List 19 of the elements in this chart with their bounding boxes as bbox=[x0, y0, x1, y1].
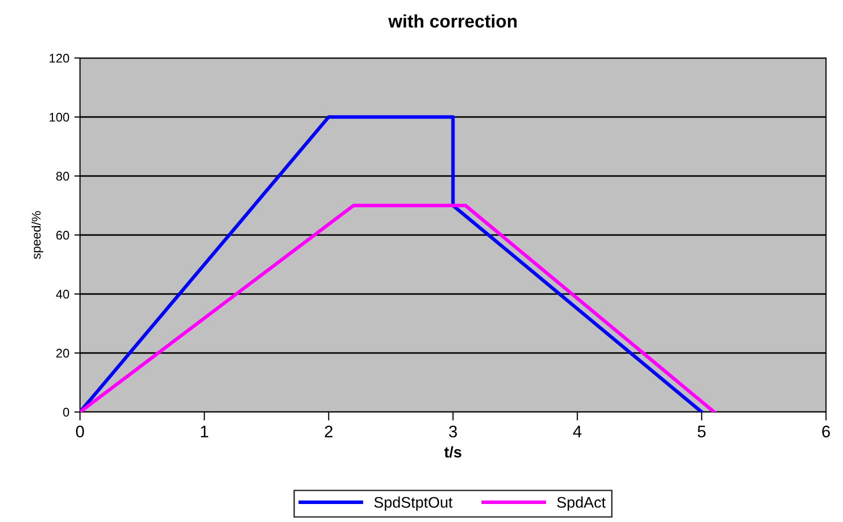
x-tick-label: 4 bbox=[573, 426, 582, 438]
y-tick-label: 120 bbox=[50, 54, 70, 63]
x-tick-label: 1 bbox=[200, 426, 208, 438]
x-tick-label: 5 bbox=[698, 426, 706, 438]
legend-label: SpdStptOut bbox=[374, 496, 452, 511]
chart-title: with correction bbox=[388, 14, 517, 28]
x-tick-label: 3 bbox=[449, 426, 457, 438]
x-tick-label: 0 bbox=[76, 426, 84, 438]
y-axis-title: speed/% bbox=[32, 211, 44, 259]
y-tick-label: 20 bbox=[56, 348, 70, 358]
y-tick-label: 80 bbox=[56, 172, 70, 181]
y-tick-label: 40 bbox=[56, 290, 70, 299]
x-axis-title: t/s bbox=[444, 446, 462, 458]
x-tick-label: 2 bbox=[324, 426, 332, 438]
y-tick-label: 100 bbox=[50, 112, 70, 122]
y-tick-label: 0 bbox=[63, 408, 70, 417]
x-tick-label: 6 bbox=[822, 426, 830, 438]
legend-label: SpdAct bbox=[557, 496, 606, 511]
y-tick-label: 60 bbox=[56, 230, 70, 240]
